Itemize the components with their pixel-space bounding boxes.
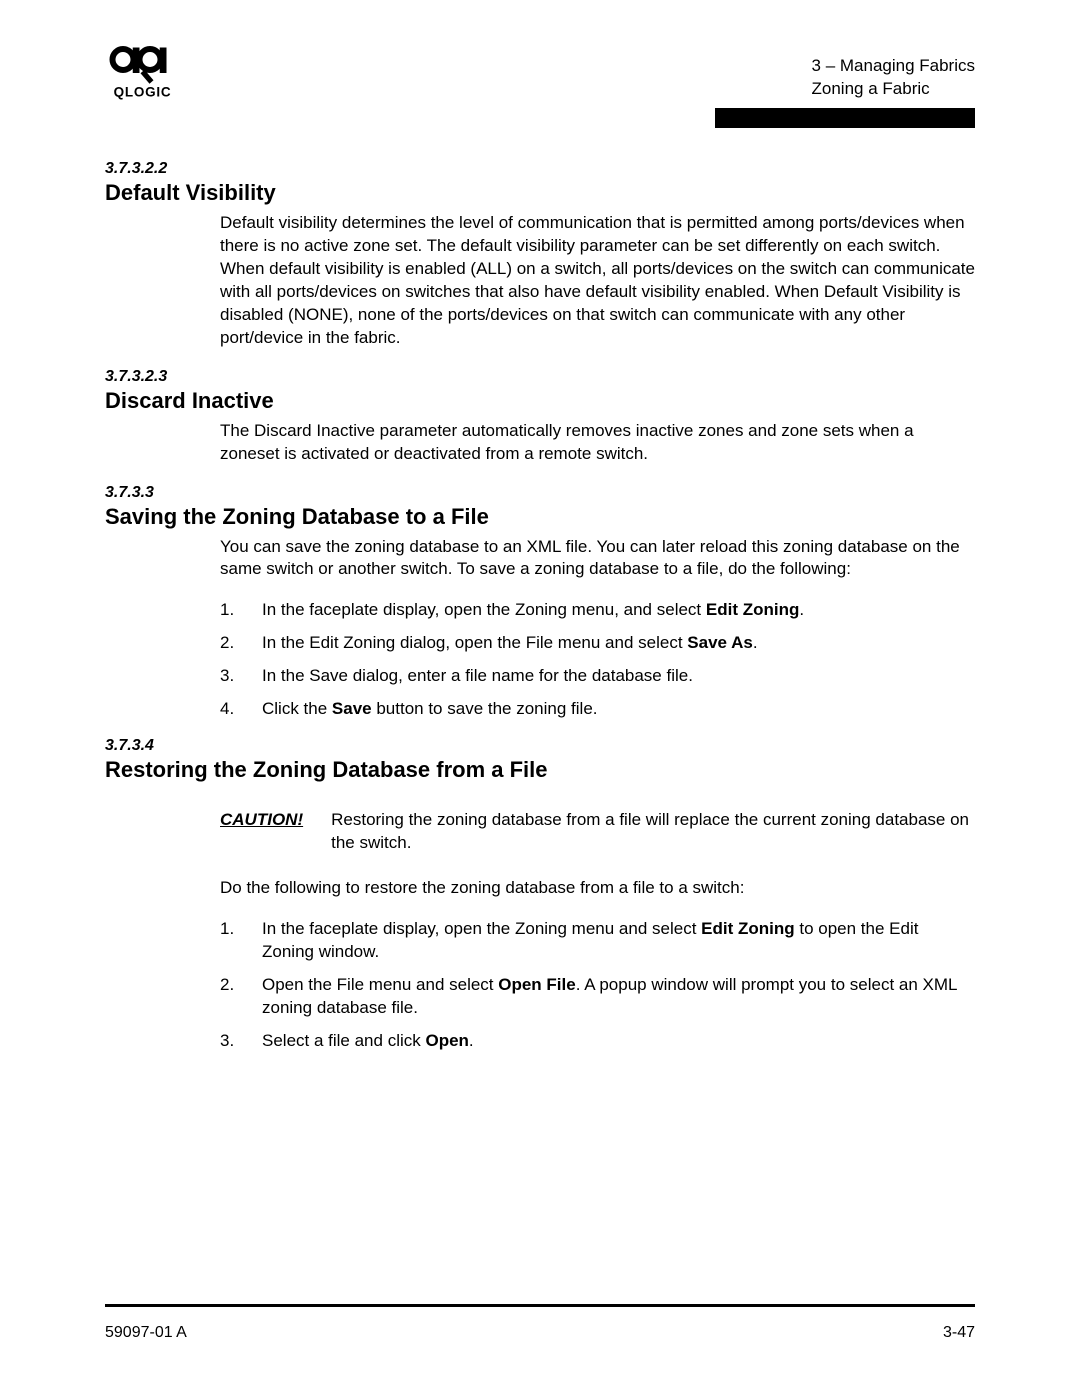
step-number: 1. (220, 599, 262, 622)
step-text: Select a file and click Open. (262, 1030, 975, 1053)
step-number: 1. (220, 918, 262, 964)
section-intro: You can save the zoning database to an X… (220, 536, 975, 582)
footer-doc-id: 59097-01 A (105, 1324, 187, 1342)
list-item: 4. Click the Save button to save the zon… (220, 698, 975, 721)
footer-page-number: 3-47 (943, 1324, 975, 1342)
section-number: 3.7.3.2.3 (105, 368, 975, 386)
section-body: The Discard Inactive parameter automatic… (220, 420, 975, 466)
step-number: 3. (220, 1030, 262, 1053)
header-section: Zoning a Fabric (812, 78, 975, 101)
step-text: Click the Save button to save the zoning… (262, 698, 975, 721)
list-item: 3. In the Save dialog, enter a file name… (220, 665, 975, 688)
content: 3.7.3.2.2 Default Visibility Default vis… (105, 105, 975, 1053)
list-item: 3. Select a file and click Open. (220, 1030, 975, 1053)
list-item: 1. In the faceplate display, open the Zo… (220, 599, 975, 622)
section-number: 3.7.3.2.2 (105, 160, 975, 178)
section-heading: Restoring the Zoning Database from a Fil… (105, 757, 975, 783)
header-chapter: 3 – Managing Fabrics (812, 55, 975, 78)
step-text: Open the File menu and select Open File.… (262, 974, 975, 1020)
steps-list: 1. In the faceplate display, open the Zo… (220, 599, 975, 721)
section-number: 3.7.3.3 (105, 484, 975, 502)
page-header: QLOGIC 3 – Managing Fabrics Zoning a Fab… (105, 35, 975, 105)
caution-text: Restoring the zoning database from a fil… (331, 809, 975, 855)
step-text: In the Save dialog, enter a file name fo… (262, 665, 975, 688)
svg-text:QLOGIC: QLOGIC (114, 84, 172, 99)
step-text: In the Edit Zoning dialog, open the File… (262, 632, 975, 655)
section-number: 3.7.3.4 (105, 737, 975, 755)
footer: 59097-01 A 3-47 (105, 1324, 975, 1342)
footer-rule (105, 1304, 975, 1307)
step-number: 2. (220, 974, 262, 1020)
section-heading: Discard Inactive (105, 388, 975, 414)
section-heading: Default Visibility (105, 180, 975, 206)
tab-bar (715, 108, 975, 128)
step-number: 4. (220, 698, 262, 721)
list-item: 2. In the Edit Zoning dialog, open the F… (220, 632, 975, 655)
step-number: 3. (220, 665, 262, 688)
list-item: 1. In the faceplate display, open the Zo… (220, 918, 975, 964)
page: QLOGIC 3 – Managing Fabrics Zoning a Fab… (0, 0, 1080, 1397)
header-text: 3 – Managing Fabrics Zoning a Fabric (812, 35, 975, 101)
qlogic-logo: QLOGIC (105, 35, 180, 105)
step-text: In the faceplate display, open the Zonin… (262, 599, 975, 622)
section-intro: Do the following to restore the zoning d… (220, 877, 975, 900)
step-text: In the faceplate display, open the Zonin… (262, 918, 975, 964)
steps-list: 1. In the faceplate display, open the Zo… (220, 918, 975, 1053)
section-heading: Saving the Zoning Database to a File (105, 504, 975, 530)
section-body: Default visibility determines the level … (220, 212, 975, 350)
caution-block: CAUTION! Restoring the zoning database f… (220, 809, 975, 855)
caution-label: CAUTION! (220, 809, 303, 855)
list-item: 2. Open the File menu and select Open Fi… (220, 974, 975, 1020)
step-number: 2. (220, 632, 262, 655)
